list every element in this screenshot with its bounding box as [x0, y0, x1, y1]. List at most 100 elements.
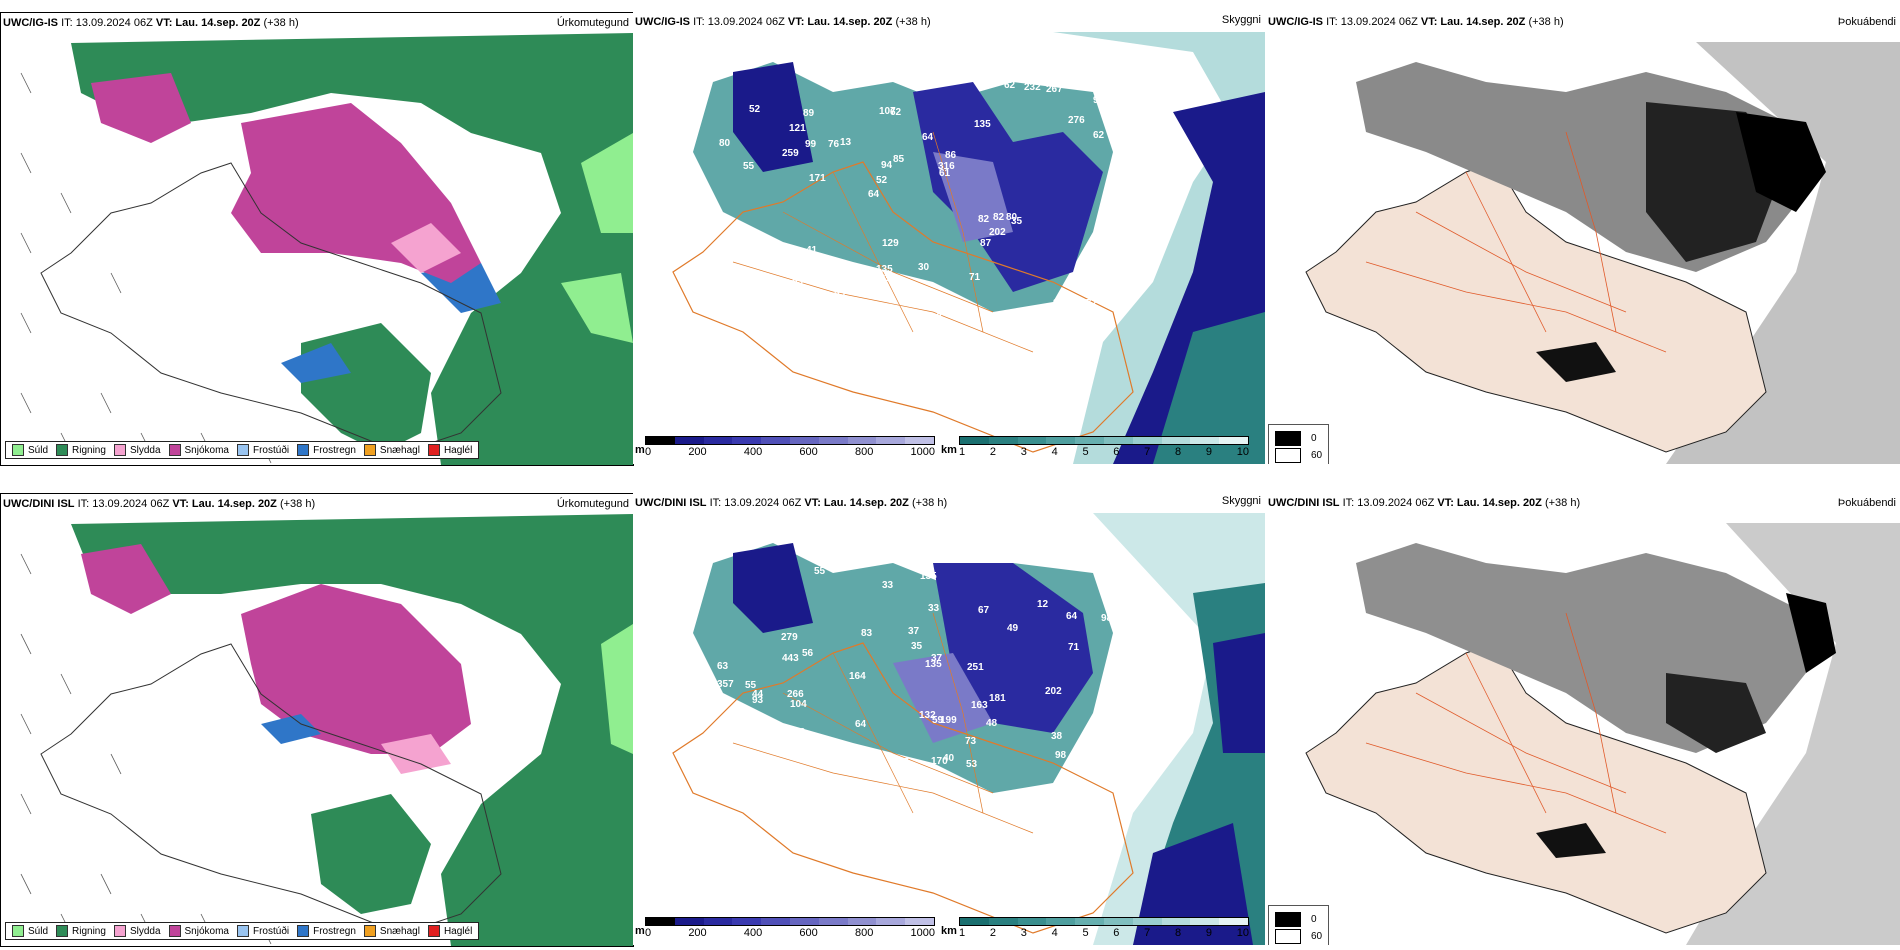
- legend-swatch: [113, 925, 126, 937]
- fog-panel-header: UWC/DINI ISL IT: 13.09.2024 06Z VT: Lau.…: [1268, 497, 1581, 509]
- fog-swatch: [1275, 448, 1301, 463]
- ceiling-value-label: 44: [752, 689, 764, 700]
- fog-legend-high: 60: [1275, 448, 1322, 463]
- ceiling-value-label: 98: [1055, 750, 1067, 761]
- legend-swatch: [168, 444, 181, 456]
- ceiling-panel-title: Skyggni: [1221, 14, 1261, 26]
- visibility-colorbar-bar: [959, 917, 1249, 926]
- ceiling-value-label: 259: [782, 148, 799, 159]
- ceiling-value-label: 71: [1068, 642, 1080, 653]
- ceiling-value-label: 55: [745, 680, 757, 691]
- visibility-colorbar-ticks: 1 2 3 4 5 6 7 8 9 10: [959, 446, 1249, 458]
- ceiling-value-label: 163: [971, 700, 988, 711]
- ceiling-value-label: 16: [764, 302, 776, 313]
- ceiling-value-label: 279: [781, 632, 798, 643]
- ceiling-value-label: 86: [945, 150, 957, 161]
- legend-swatch: [236, 444, 249, 456]
- ceiling-value-label: 92: [761, 306, 773, 317]
- legend-swatch: [363, 925, 376, 937]
- precip-map: [1, 13, 633, 465]
- ceiling-value-label: 64: [1021, 556, 1033, 567]
- ceiling-value-label: 202: [1045, 686, 1062, 697]
- ceiling-value-label: 132: [919, 710, 936, 721]
- fog-swatch: [1275, 912, 1301, 927]
- fog-indicator-panel-row2: UWC/DINI ISL IT: 13.09.2024 06Z VT: Lau.…: [1266, 493, 1900, 945]
- ceiling-value-label: 30: [918, 262, 930, 273]
- ceiling-value-label: 94: [881, 160, 893, 171]
- ceiling-value-labels: 110 64 55 12 59 56 104 62 64 49 55 131 48 135 109 43 98 6…: [717, 543, 1129, 802]
- ceiling-value-label: 443: [782, 653, 799, 664]
- ceiling-value-label: 37: [931, 653, 943, 664]
- legend-item-frostudi: Frostúði: [236, 444, 289, 456]
- ceiling-colorbar: 0 200 400 600 800 1000: [645, 436, 935, 458]
- ceiling-value-label: 36: [745, 252, 757, 263]
- ceiling-value-label: 134: [854, 782, 871, 793]
- ceiling-value-label: 199: [940, 715, 957, 726]
- ceiling-value-label: 202: [989, 227, 1006, 238]
- ceiling-value-label: 164: [849, 671, 866, 682]
- ceiling-value-label: 53: [792, 276, 804, 287]
- visibility-colorbar-ticks: 1 2 3 4 5 6 7 8 9 10: [959, 927, 1249, 939]
- legend-item-frostregn: Frostregn: [297, 444, 356, 456]
- fog-indicator-panel-row1: UWC/IG-IS IT: 13.09.2024 06Z VT: Lau. 14…: [1266, 12, 1900, 464]
- ceiling-value-label: 171: [809, 173, 826, 184]
- ceiling-value-label: 87: [980, 238, 992, 249]
- ceiling-value-label: 66: [901, 556, 913, 567]
- precip-panel-title: Úrkomutegund: [556, 498, 629, 510]
- legend-swatch: [297, 925, 310, 937]
- legend-item-snaehagl: Snæhagl: [363, 925, 420, 937]
- ceiling-value-label: 35: [1011, 216, 1023, 227]
- ceiling-value-label: 63: [717, 661, 729, 672]
- ceiling-value-label: 71: [969, 272, 981, 283]
- precip-type-panel-row2: UWC/DINI ISL IT: 13.09.2024 06Z VT: Lau.…: [0, 493, 634, 947]
- ceiling-value-label: 92: [1093, 95, 1105, 106]
- legend-swatch: [113, 444, 126, 456]
- visibility-unit: km: [941, 925, 957, 937]
- ceiling-value-label: 33: [928, 603, 940, 614]
- ceiling-value-label: 312: [925, 312, 942, 323]
- ceiling-value-label: 73: [965, 736, 977, 747]
- ceiling-value-label: 212: [1112, 619, 1129, 630]
- ceiling-value-label: 227: [899, 60, 916, 71]
- ceiling-value-label: 65: [1116, 243, 1128, 254]
- ceiling-value-label: 76: [828, 139, 840, 150]
- ceiling-value-label: 299: [805, 741, 822, 752]
- ceiling-value-label: 55: [834, 288, 846, 299]
- ceiling-value-label: 67: [978, 605, 990, 616]
- ceiling-value-label: 55: [743, 161, 755, 172]
- ceiling-value-label: 30: [881, 69, 893, 80]
- precip-map: [1, 494, 633, 946]
- legend-item-haglel: Haglél: [427, 444, 472, 456]
- fog-swatch: [1275, 431, 1301, 446]
- visibility-colorbar-bar: [959, 436, 1249, 445]
- ceiling-value-label: 357: [717, 679, 734, 690]
- ceiling-value-label: 121: [789, 123, 806, 134]
- precip-type-panel-row1: UWC/IG-IS IT: 13.09.2024 06Z VT: Lau. 14…: [0, 12, 634, 466]
- ceiling-value-label: 62: [794, 727, 806, 738]
- ceiling-visibility-panel-row1: UWC/IG-IS IT: 13.09.2024 06Z VT: Lau. 14…: [633, 12, 1265, 464]
- ceiling-value-label: 39: [860, 752, 872, 763]
- ceiling-value-label: 93: [752, 695, 764, 706]
- ceiling-colorbar-ticks: 0 200 400 600 800 1000: [645, 446, 935, 458]
- ceiling-value-label: 266: [787, 689, 804, 700]
- ceiling-value-label: 232: [1024, 82, 1041, 93]
- ceiling-value-label: 52: [749, 104, 761, 115]
- ceiling-value-label: 61: [939, 168, 951, 179]
- ceiling-value-label: 102: [763, 316, 780, 327]
- legend-swatch: [427, 925, 440, 937]
- ceiling-value-label: 59: [932, 715, 944, 726]
- ceiling-value-label: 135: [920, 571, 937, 582]
- legend-item-rigning: Rigning: [56, 444, 106, 456]
- ceiling-value-label: 57: [1081, 270, 1093, 281]
- ceiling-value-label: 104: [790, 699, 807, 710]
- ceiling-value-label: 13: [840, 137, 852, 148]
- legend-item-frostregn: Frostregn: [297, 925, 356, 937]
- ceiling-value-label: 85: [893, 154, 905, 165]
- legend-item-haglel: Haglél: [427, 925, 472, 937]
- ceiling-value-label: 83: [861, 628, 873, 639]
- legend-swatch: [168, 925, 181, 937]
- ceiling-value-label: 131: [907, 543, 924, 554]
- ceiling-value-label: 80: [1006, 212, 1018, 223]
- ceiling-value-label: 62: [1004, 80, 1016, 91]
- ceiling-value-label: 52: [876, 175, 888, 186]
